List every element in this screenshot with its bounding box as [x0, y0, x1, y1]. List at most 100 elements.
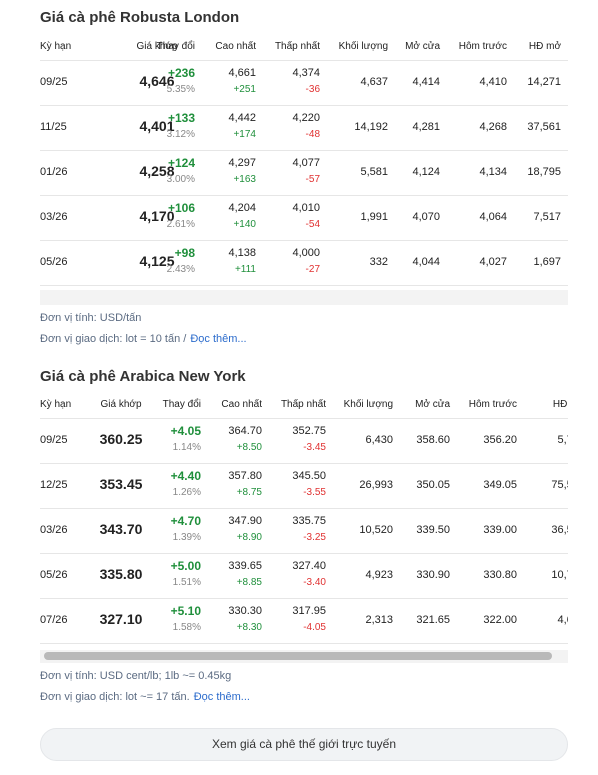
change-pct: 2.61%	[166, 219, 195, 230]
volume: 332	[369, 256, 388, 268]
high: 364.70	[228, 425, 262, 437]
change: +4.70	[170, 514, 201, 528]
scrollbar-thumb	[44, 652, 552, 660]
low: 4,220	[292, 112, 320, 124]
table-row: 07/26 327.10 +5.10 1.58% 330.30 +8.30 317.95 -4…	[40, 598, 568, 644]
price: 4,258	[139, 163, 175, 179]
high-change: +8.85	[236, 577, 262, 588]
high-change: +140	[233, 219, 256, 230]
open: 4,281	[412, 121, 440, 133]
high-change: +8.30	[236, 622, 262, 633]
term: 01/26	[40, 166, 68, 178]
section-title: Giá cà phê Robusta London	[40, 9, 240, 26]
open: 339.50	[416, 524, 450, 536]
volume: 6,430	[365, 434, 393, 446]
prev-close: 330.80	[483, 569, 517, 581]
column-header: Thay đổi	[156, 41, 195, 52]
volume: 4,923	[365, 569, 393, 581]
price: 327.10	[99, 611, 143, 627]
price: 343.70	[99, 521, 143, 537]
high: 330.30	[228, 605, 262, 617]
high: 4,661	[228, 67, 256, 79]
note-text: Đơn vị tính: USD/tấn	[40, 312, 142, 324]
volume: 4,637	[360, 76, 388, 88]
high-change: +8.50	[236, 442, 262, 453]
low: 352.75	[292, 425, 326, 437]
high: 357.80	[228, 470, 262, 482]
open-interest: 36,575	[551, 524, 568, 536]
change-pct: 1.58%	[172, 622, 201, 633]
open-interest: 14,271	[527, 76, 561, 88]
low: 4,077	[292, 157, 320, 169]
table-row: 12/25 353.45 +4.40 1.26% 357.80 +8.75 345.50 -3…	[40, 463, 568, 509]
open-interest: 10,765	[551, 569, 568, 581]
open: 321.65	[416, 614, 450, 626]
column-header: Giá khớp	[136, 41, 178, 52]
low-change: -3.25	[303, 532, 326, 543]
price: 353.45	[99, 476, 143, 492]
open: 330.90	[416, 569, 450, 581]
term: 05/26	[40, 256, 68, 268]
change-pct: 1.51%	[172, 577, 201, 588]
read-more-link[interactable]: Đọc thêm...	[190, 333, 247, 345]
change: +5.10	[170, 604, 201, 618]
change-pct: 5.35%	[166, 84, 195, 95]
volume: 5,581	[360, 166, 388, 178]
low-change: -27	[305, 264, 320, 275]
table-row: 11/25 4,401 +133 3.12% 4,442 +174 4,220 -48 14,1…	[40, 105, 568, 151]
volume: 1,991	[360, 211, 388, 223]
high: 4,204	[228, 202, 256, 214]
column-header: Thấp nhất	[274, 41, 320, 52]
open-interest: 5,787	[557, 434, 568, 446]
column-header: Cao nhất	[221, 399, 262, 410]
high: 347.90	[228, 515, 262, 527]
column-header: Thấp nhất	[280, 399, 326, 410]
open: 4,070	[412, 211, 440, 223]
open-interest: 75,575	[551, 479, 568, 491]
prev-close: 349.05	[483, 479, 517, 491]
table-row: 01/26 4,258 +124 3.00% 4,297 +163 4,077 -57 5,58…	[40, 150, 568, 196]
open: 4,044	[412, 256, 440, 268]
term: 12/25	[40, 479, 68, 491]
term: 03/26	[40, 211, 68, 223]
column-header: HĐ mở	[552, 399, 568, 410]
open: 358.60	[416, 434, 450, 446]
view-more-button[interactable]: Xem giá cà phê thế giới trực tuyến	[40, 728, 568, 761]
low: 4,374	[292, 67, 320, 79]
note-text: Đơn vị tính: USD cent/lb; 1lb ~= 0.45kg	[40, 670, 232, 682]
low-change: -3.40	[303, 577, 326, 588]
price: 360.25	[99, 431, 143, 447]
low: 327.40	[292, 560, 326, 572]
prev-close: 4,027	[479, 256, 507, 268]
volume: 10,520	[359, 524, 393, 536]
unit-note: Đơn vị giao dịch: lot ~= 17 tấn. Đọc thêm…	[40, 691, 250, 703]
unit-note: Đơn vị tính: USD cent/lb; 1lb ~= 0.45kg	[40, 670, 231, 682]
read-more-link[interactable]: Đọc thêm...	[193, 691, 250, 703]
prev-close: 4,064	[479, 211, 507, 223]
high-change: +8.75	[236, 487, 262, 498]
column-header: Giá khớp	[100, 399, 142, 410]
price: 4,646	[139, 73, 175, 89]
table-row: 03/26 343.70 +4.70 1.39% 347.90 +8.90 335.75 -3…	[40, 508, 568, 554]
low-change: -36	[305, 84, 320, 95]
low: 335.75	[292, 515, 326, 527]
high-change: +111	[234, 264, 256, 275]
change-pct: 1.14%	[172, 442, 201, 453]
high: 339.65	[228, 560, 262, 572]
low: 4,010	[292, 202, 320, 214]
column-header: Mở cửa	[405, 41, 440, 52]
open-interest: 18,795	[527, 166, 561, 178]
column-header: HĐ mở	[528, 41, 561, 52]
unit-note: Đơn vị tính: USD/tấn	[40, 312, 141, 324]
change: +236	[167, 66, 195, 80]
table-header: Kỳ hạn Giá khớp Thay đổi Cao nhất Thấp nhất K…	[40, 392, 568, 419]
column-header: Thay đổi	[162, 399, 201, 410]
low-change: -3.45	[303, 442, 326, 453]
change: +4.05	[170, 424, 201, 438]
high-change: +251	[233, 84, 256, 95]
change-pct: 3.12%	[166, 129, 195, 140]
table-row: 05/26 335.80 +5.00 1.51% 339.65 +8.85 327.40 -3…	[40, 553, 568, 599]
table-row: 09/25 4,646 +236 5.35% 4,661 +251 4,374 -36 4,63…	[40, 60, 568, 106]
prev-close: 4,134	[479, 166, 507, 178]
low: 345.50	[292, 470, 326, 482]
